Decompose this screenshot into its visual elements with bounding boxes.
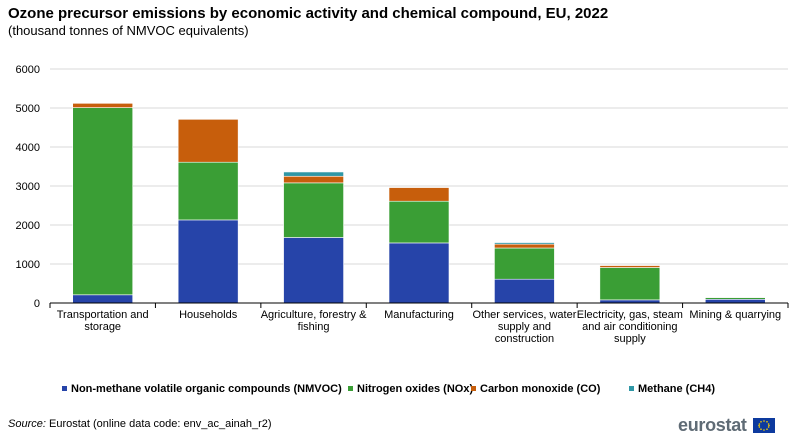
bar-segment: [704, 298, 766, 304]
bar-segment: [388, 200, 450, 244]
legend-label: Methane (CH4): [638, 383, 715, 395]
bar-segment: [72, 294, 134, 304]
bar-segment: [283, 182, 344, 238]
y-tick-label: 1000: [16, 259, 40, 271]
eu-flag-icon: [752, 418, 775, 433]
bar-segment: [72, 103, 134, 108]
bars: [72, 103, 766, 304]
source-text: Eurostat (online data code: env_ac_ainah…: [48, 418, 272, 430]
y-tick-label: 4000: [16, 142, 40, 154]
legend-swatch: [348, 386, 353, 391]
x-tick-label: Households: [179, 309, 238, 321]
eurostat-logo: eurostat: [678, 415, 775, 436]
x-tick-label: Manufacturing: [384, 309, 454, 321]
bar-segment: [494, 247, 555, 280]
bar-segment: [177, 119, 239, 163]
y-tick-label: 2000: [16, 220, 40, 232]
source-label: Source:: [8, 418, 46, 430]
legend: Non-methane volatile organic compounds (…: [62, 383, 715, 395]
y-axis-ticks: 0 1000 2000 3000 4000 5000 6000: [16, 64, 40, 310]
bar-segment: [72, 107, 134, 296]
category-labels: Transportation and storage Households Agric…: [57, 309, 781, 345]
y-tick-label: 5000: [16, 103, 40, 115]
y-tick-label: 3000: [16, 181, 40, 193]
source-note: Source: Eurostat (online data code: env_…: [8, 418, 272, 430]
x-tick-label: Mining & quarrying: [689, 309, 781, 321]
chart-subtitle: (thousand tonnes of NMVOC equivalents): [8, 23, 249, 38]
bar-segment: [494, 278, 555, 304]
legend-swatch: [629, 386, 634, 391]
bar-segment: [599, 265, 661, 268]
logo-text: eurostat: [678, 415, 747, 435]
bar-segment: [177, 219, 239, 304]
bar-segment: [177, 161, 239, 221]
legend-label: Carbon monoxide (CO): [480, 383, 601, 395]
x-tick-label: Other services, water supply and construct…: [472, 309, 576, 345]
bar-segment: [494, 243, 555, 249]
legend-swatch: [471, 386, 476, 391]
bar-segment: [388, 187, 450, 202]
x-tick-label: Electricity, gas, steam and air condition…: [577, 309, 683, 345]
x-tick-label: Agriculture, forestry & fishing: [261, 309, 367, 333]
legend-label: Non-methane volatile organic compounds (…: [71, 383, 342, 395]
y-tick-label: 6000: [16, 64, 40, 76]
bar-segment: [599, 267, 661, 301]
bar-segment: [388, 242, 450, 304]
bar-segment: [283, 237, 344, 304]
legend-swatch: [62, 386, 67, 391]
bar-segment: [283, 171, 344, 177]
y-tick-label: 0: [34, 298, 40, 310]
bar-segment: [283, 175, 344, 184]
x-tick-label: Transportation and storage: [57, 309, 149, 333]
x-axis: [49, 302, 789, 308]
chart-title: Ozone precursor emissions by economic ac…: [8, 5, 609, 22]
bar-segment: [494, 242, 555, 245]
legend-label: Nitrogen oxides (NOx): [357, 383, 473, 395]
